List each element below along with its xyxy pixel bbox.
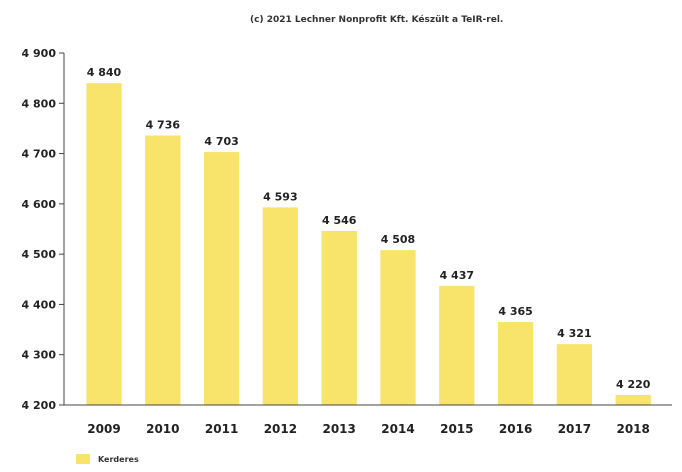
bar-value-label: 4 220 [616,378,651,391]
bar-value-label: 4 508 [381,233,415,246]
bar-value-label: 4 437 [440,269,474,282]
y-tick-label: 4 300 [22,349,57,362]
y-tick-label: 4 700 [22,148,57,161]
y-axis: 4 200 4 300 4 400 4 500 4 600 4 700 4 800 4 900 [22,47,65,412]
x-tick-label: 2012 [264,422,297,436]
y-tick-label: 4 800 [22,97,57,110]
bar-series: 4 840 4 736 4 703 4 593 4 546 4 508 4 437 4 365… [86,66,651,406]
bar [556,344,593,405]
x-tick-label: 2014 [381,422,414,436]
bar-value-label: 4 736 [146,118,181,131]
y-tick-label: 4 400 [22,298,57,311]
y-tick-label: 4 600 [22,198,57,211]
bar-value-label: 4 546 [322,214,357,227]
x-tick-label: 2017 [558,422,591,436]
legend-swatch [76,454,90,464]
bar [615,394,651,405]
x-tick-label: 2010 [146,422,179,436]
bar [321,231,357,405]
bar-value-label: 4 365 [498,305,532,318]
x-tick-label: 2013 [322,422,355,436]
x-tick-label: 2009 [87,422,120,436]
x-tick-label: 2015 [440,422,473,436]
legend-label: Kerderes [98,454,139,464]
bar [380,250,416,405]
bar [262,207,299,405]
bar [439,285,475,405]
x-tick-label: 2011 [205,422,238,436]
bar-value-label: 4 321 [557,327,591,340]
bar-value-label: 4 703 [204,135,238,148]
y-tick-label: 4 500 [22,248,57,261]
x-axis: 2009 2010 2011 2012 2013 2014 2015 2016 2017 2018 [64,404,672,436]
bar [497,322,534,405]
x-tick-label: 2016 [499,422,532,436]
x-tick-label: 2018 [616,422,649,436]
bar-value-label: 4 593 [263,190,297,203]
legend: Kerderes [76,454,139,464]
y-tick-label: 4 200 [22,399,57,412]
bar-value-label: 4 840 [87,66,122,79]
y-tick-label: 4 900 [22,47,57,60]
chart-caption: (c) 2021 Lechner Nonprofit Kft. Készült … [250,15,504,25]
bar [86,83,122,406]
bar [145,135,181,405]
bar [203,152,240,405]
